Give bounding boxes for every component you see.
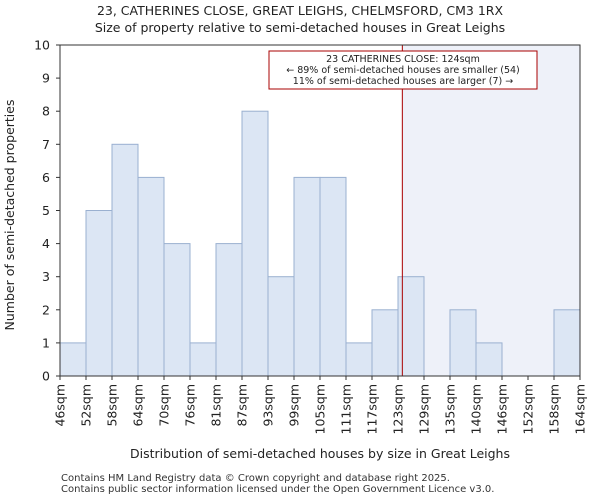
x-tick-label: 46sqm [53,384,68,427]
x-axis-label: Distribution of semi-detached houses by … [130,446,510,461]
x-tick-label: 99sqm [287,384,302,427]
x-tick-label: 58sqm [105,384,120,427]
footer-licence: Contains public sector information licen… [61,484,495,495]
annotation-box [268,50,538,90]
y-tick-label: 5 [42,203,50,218]
bar-58sqm [111,143,139,377]
y-tick-label: 0 [42,369,50,384]
y-tick-label: 1 [42,335,50,350]
x-tick-label: 111sqm [339,384,354,434]
y-tick-label: 9 [42,71,50,86]
x-tick-label: 52sqm [79,384,94,427]
x-tick-label: 70sqm [157,384,172,427]
x-tick-label: 76sqm [183,384,198,427]
bar-52sqm [85,210,113,377]
bar-140sqm [475,342,503,377]
x-tick-label: 135sqm [443,384,458,434]
x-tick-label: 140sqm [469,384,484,434]
bar-64sqm [137,176,165,377]
bar-chart: 0 1 2 3 4 5 6 7 8 9 10 46sqm 52sqm 58sqm 64sqm 70sqm 76… [2,38,588,462]
bar-93sqm [267,276,295,377]
bar-70sqm [163,243,191,377]
y-tick-label: 10 [34,38,50,53]
x-tick-label: 81sqm [209,384,224,427]
bar-111sqm [345,342,373,377]
bar-87sqm [241,110,269,377]
bar-99sqm [293,176,321,377]
y-axis-label: Number of semi-detached properties [2,100,17,331]
x-tick-label: 164sqm [573,384,588,434]
property-annotation: 23 CATHERINES CLOSE: 124sqm ← 89% of sem… [268,50,538,90]
bar-135sqm [449,309,477,377]
y-tick-label: 4 [42,236,50,251]
y-tick-label: 8 [42,104,50,119]
bar-81sqm [215,243,243,377]
x-tick-label: 117sqm [365,384,380,434]
bar-117sqm [371,309,399,377]
chart-title: 23, CATHERINES CLOSE, GREAT LEIGHS, CHEL… [96,3,504,18]
footer-copyright: Contains HM Land Registry data © Crown c… [61,473,450,484]
bar-76sqm [189,342,217,377]
bar-105sqm [319,176,347,377]
x-tick-label: 87sqm [235,384,250,427]
x-tick-label: 93sqm [261,384,276,427]
y-tick-label: 3 [42,269,50,284]
x-tick-label: 123sqm [391,384,406,434]
larger-houses-region [402,45,580,376]
chart-subtitle: Size of property relative to semi-detach… [94,20,506,35]
x-tick-label: 152sqm [521,384,536,434]
x-tick-label: 146sqm [495,384,510,434]
x-tick-label: 64sqm [131,384,146,427]
x-tick-label: 105sqm [313,384,328,434]
y-tick-label: 2 [42,302,50,317]
x-tick-label: 158sqm [547,384,562,434]
bar-158sqm [553,309,581,377]
bar-46sqm [59,342,87,377]
y-tick-label: 7 [42,137,50,152]
x-tick-label: 129sqm [417,384,432,434]
annotation-line-1: 23 CATHERINES CLOSE: 124sqm [326,54,480,65]
annotation-line-2: ← 89% of semi-detached houses are smalle… [286,65,520,76]
y-tick-label: 6 [42,170,50,185]
annotation-line-3: 11% of semi-detached houses are larger (… [293,76,513,87]
